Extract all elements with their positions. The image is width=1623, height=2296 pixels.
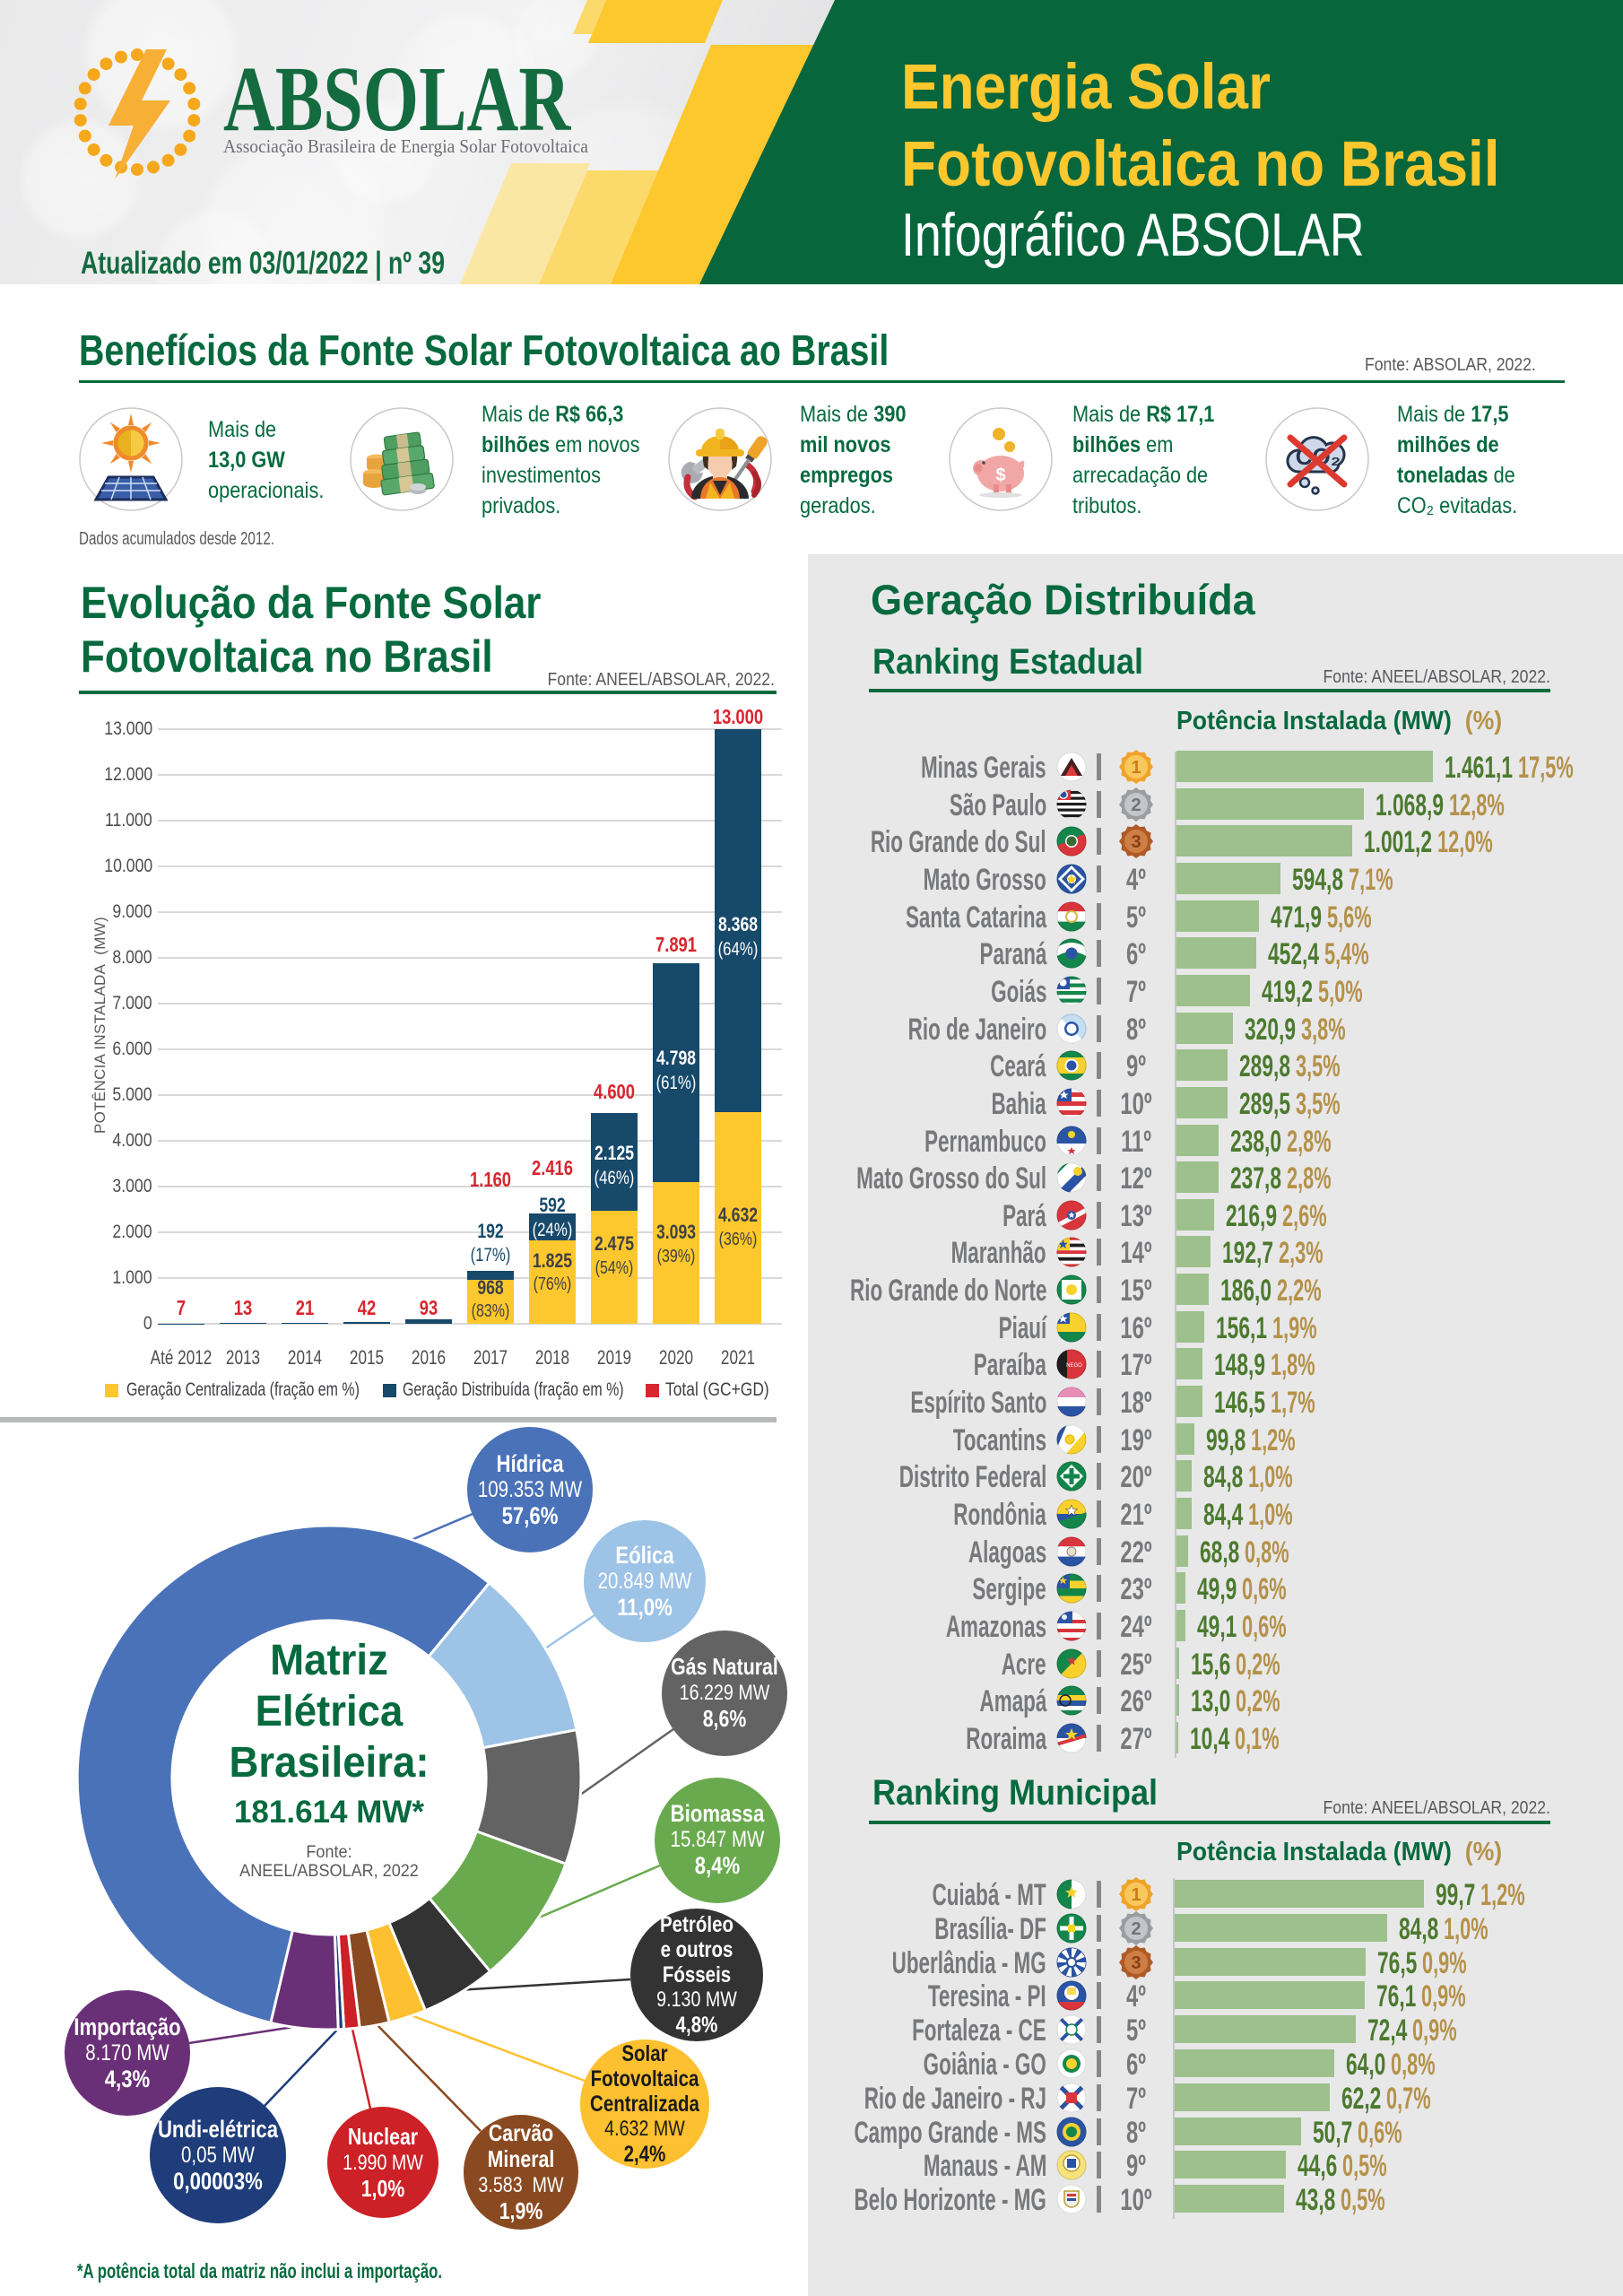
svg-text:1: 1 bbox=[1131, 1885, 1141, 1905]
svg-text:1: 1 bbox=[1131, 758, 1141, 778]
svg-text:3: 3 bbox=[1131, 832, 1141, 852]
svg-text:3: 3 bbox=[1131, 1953, 1141, 1973]
svg-text:NEGO: NEGO bbox=[1066, 1363, 1082, 1369]
svg-text:2: 2 bbox=[1131, 796, 1141, 815]
svg-text:2: 2 bbox=[1131, 1919, 1141, 1939]
svg-text:$: $ bbox=[995, 465, 1005, 485]
